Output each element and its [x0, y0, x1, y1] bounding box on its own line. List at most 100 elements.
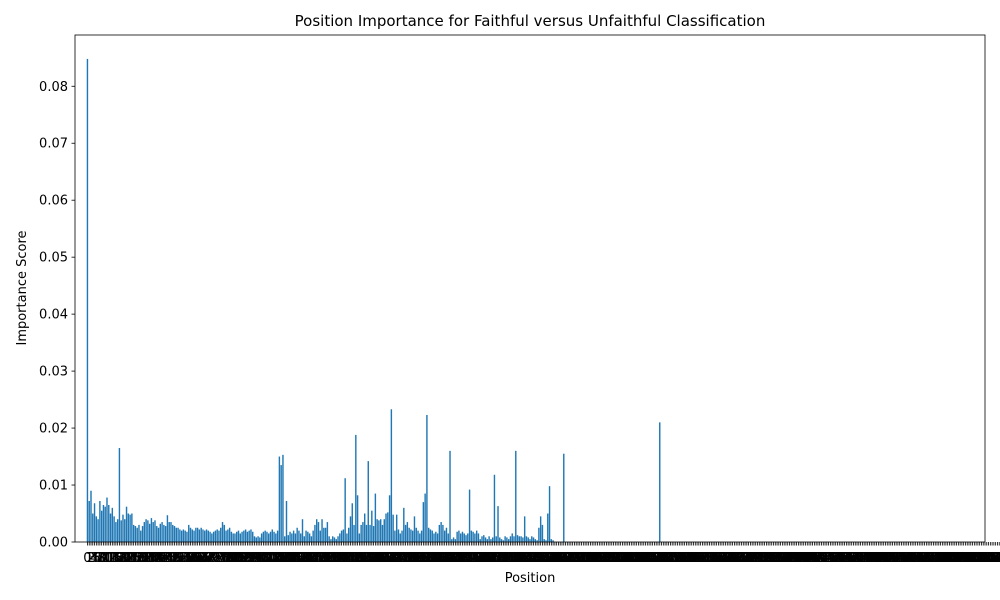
bar: [207, 530, 210, 542]
bar: [525, 536, 528, 542]
x-tick-label: 359: [713, 551, 738, 566]
x-tick-label: 152: [345, 551, 370, 566]
x-tick-label: 244: [509, 551, 534, 566]
x-tick-label: 288: [587, 551, 612, 566]
x-tick-label: 299: [606, 551, 631, 566]
x-tick-label: 217: [461, 551, 486, 566]
bar: [209, 531, 211, 542]
x-tick-label: 274: [562, 551, 587, 566]
bar: [459, 533, 462, 542]
bar: [204, 530, 206, 542]
x-tick-label: 224: [473, 551, 498, 566]
bar: [404, 524, 407, 542]
bar: [406, 522, 409, 542]
x-tick-label: 108: [267, 551, 292, 566]
x-tick-label: 21: [116, 551, 133, 566]
bar: [449, 450, 451, 542]
x-tick-label: 479: [926, 551, 951, 566]
x-tick-label: 39: [148, 551, 165, 566]
x-tick-label: 389: [766, 551, 791, 566]
bar: [239, 533, 241, 542]
bar: [399, 533, 401, 542]
x-tick-label: 514: [989, 551, 1000, 566]
x-tick-label: 241: [503, 551, 528, 566]
bar: [326, 522, 329, 542]
x-tick-label: 339: [678, 551, 703, 566]
x-tick-label: 12: [100, 551, 117, 566]
bar: [443, 530, 446, 542]
x-tick-label: 24: [122, 551, 139, 566]
x-tick-label: 432: [843, 551, 868, 566]
bar: [509, 536, 512, 542]
x-tick-label: 395: [777, 551, 802, 566]
x-tick-label: 343: [685, 551, 710, 566]
bar: [563, 453, 565, 542]
x-tick-label: 161: [361, 551, 386, 566]
bar: [97, 519, 99, 542]
x-tick-label: 495: [955, 551, 980, 566]
bar: [364, 513, 366, 542]
bar: [408, 527, 410, 542]
x-tick-label: 213: [454, 551, 479, 566]
x-tick-label: 398: [782, 551, 807, 566]
bar: [248, 530, 250, 542]
x-tick-label: 285: [582, 551, 607, 566]
bar: [266, 531, 268, 542]
bar: [234, 533, 236, 542]
x-tick-label: 474: [917, 551, 942, 566]
x-tick-label: 164: [367, 551, 392, 566]
bar: [316, 519, 318, 542]
x-tick-label: 156: [352, 551, 377, 566]
bar: [531, 536, 533, 542]
bar: [372, 526, 375, 542]
x-tick-label: 134: [313, 551, 338, 566]
bar: [515, 450, 517, 542]
x-tick-label: 491: [948, 551, 973, 566]
bar: [490, 539, 492, 542]
x-tick-label: 313: [631, 551, 656, 566]
x-tick-label: 44: [157, 551, 174, 566]
x-tick-label: 20: [115, 551, 132, 566]
x-tick-label: 135: [315, 551, 340, 566]
x-tick-label: 279: [571, 551, 596, 566]
x-tick-label: 158: [356, 551, 381, 566]
bar: [195, 527, 197, 542]
x-tick-label: 345: [688, 551, 713, 566]
bar: [474, 533, 476, 542]
x-tick-label: 231: [486, 551, 511, 566]
bar: [541, 524, 544, 542]
x-tick-label: 517: [994, 551, 1000, 566]
x-tick-label: 205: [439, 551, 464, 566]
x-tick-label: 487: [941, 551, 966, 566]
x-tick-label: 485: [937, 551, 962, 566]
x-tick-label: 8: [98, 551, 106, 566]
x-tick-label: 504: [971, 551, 996, 566]
x-tick-label: 248: [516, 551, 541, 566]
x-tick-label: 265: [546, 551, 571, 566]
x-tick-label: 296: [601, 551, 626, 566]
bar: [205, 529, 208, 542]
x-tick-label: 365: [724, 551, 749, 566]
bar: [237, 530, 240, 542]
x-tick-label: 220: [466, 551, 491, 566]
bar: [292, 530, 295, 542]
plot-frame: [74, 34, 986, 543]
bar: [488, 536, 490, 542]
x-tick-label: 480: [928, 551, 953, 566]
x-tick-label: 1: [85, 551, 93, 566]
bar: [216, 529, 218, 542]
bar: [225, 530, 227, 542]
x-tick-label: 266: [548, 551, 573, 566]
bar: [348, 527, 350, 542]
x-tick-label: 336: [672, 551, 697, 566]
y-tick-label: 0.01: [39, 479, 68, 494]
bar: [218, 530, 220, 542]
x-tick-label: 142: [327, 551, 352, 566]
x-tick-label: 46: [161, 551, 178, 566]
x-tick-label: 342: [683, 551, 708, 566]
x-tick-label: 518: [996, 551, 1000, 566]
x-tick-label: 428: [836, 551, 861, 566]
x-tick-label: 145: [333, 551, 358, 566]
x-tick-label: 391: [770, 551, 795, 566]
x-tick-label: 169: [375, 551, 400, 566]
